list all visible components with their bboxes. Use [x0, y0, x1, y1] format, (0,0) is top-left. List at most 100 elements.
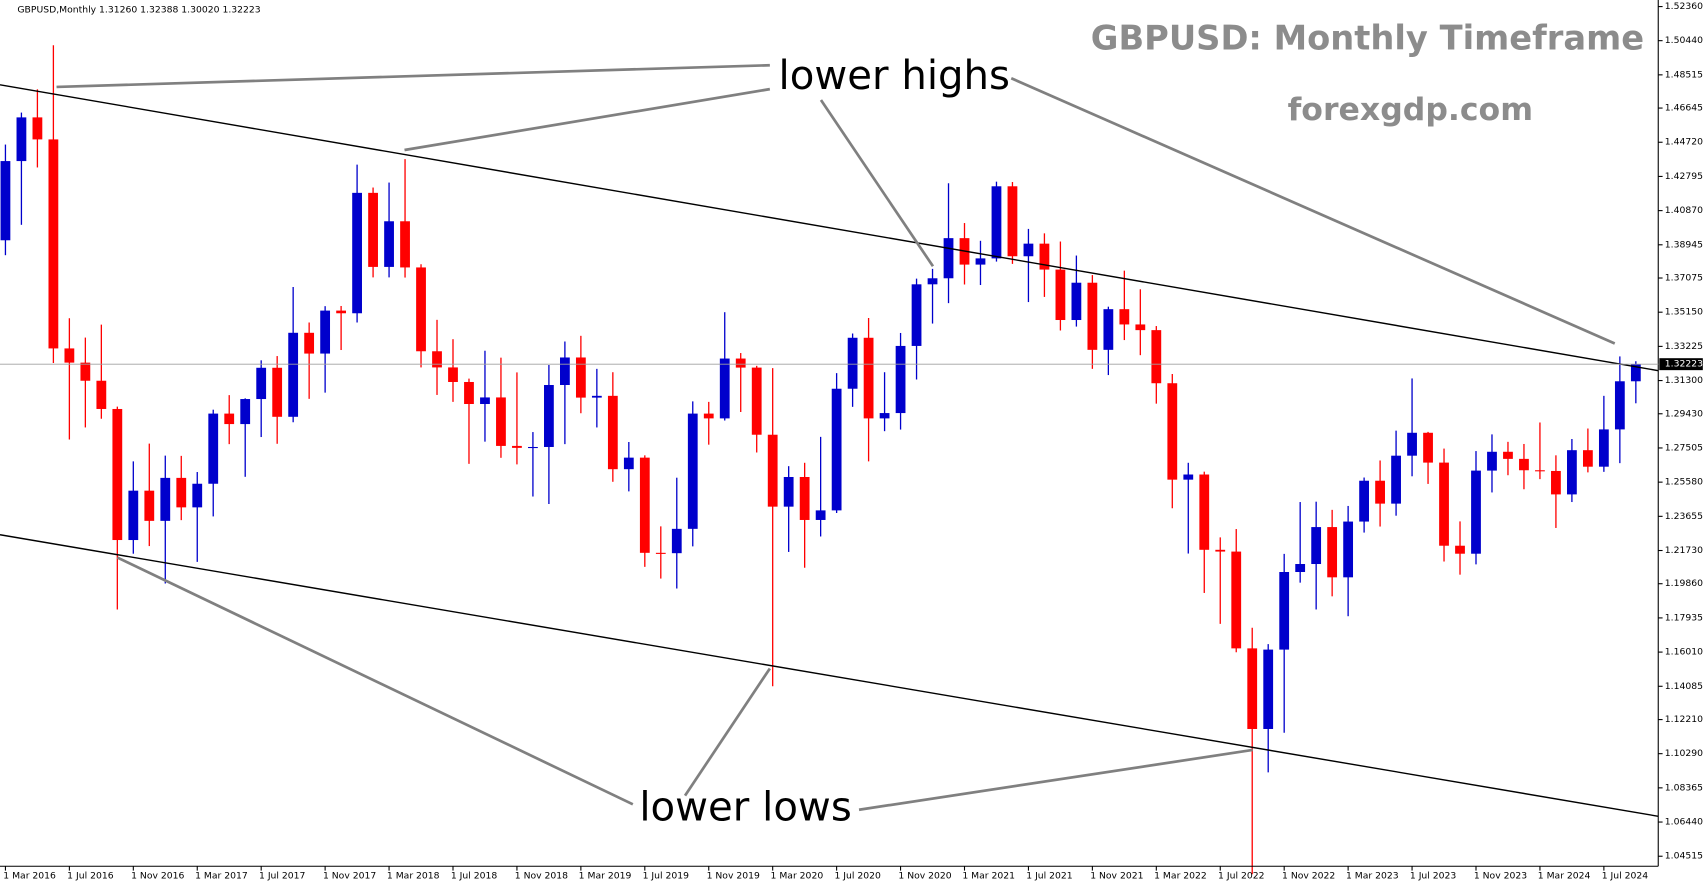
x-tick-label: 1 Mar 2019 [579, 871, 632, 882]
y-tick-label: 1.37075 [1665, 273, 1703, 284]
x-tick-label: 1 Mar 2023 [1346, 871, 1399, 882]
lower-trend-line [0, 534, 1659, 817]
candle-body [879, 413, 890, 419]
candle-body [144, 490, 155, 521]
last-price-label: 1.32223 [1665, 359, 1703, 370]
x-tick-label: 1 Jul 2022 [1218, 871, 1264, 882]
candle-body [464, 381, 474, 405]
candle-body [703, 413, 714, 419]
candle-body [655, 552, 666, 554]
x-tick-label: 1 Nov 2023 [1474, 871, 1527, 882]
candle-body [1151, 330, 1162, 384]
candle-body [368, 192, 378, 267]
x-tick-label: 1 Mar 2017 [195, 871, 248, 882]
candle-body [1231, 551, 1242, 649]
y-tick-label: 1.17935 [1665, 612, 1703, 623]
candle-body [1279, 572, 1290, 650]
candle-body [64, 348, 75, 363]
y-tick-label: 1.14085 [1665, 681, 1703, 692]
candle-body [975, 258, 986, 265]
candle-body [1247, 648, 1258, 729]
candle-body [192, 483, 203, 508]
last-price-box [1659, 358, 1703, 371]
candle-body [687, 413, 698, 529]
candle-body [448, 367, 458, 382]
candle-body [496, 397, 506, 446]
pointer [683, 667, 771, 797]
candle-body [1439, 462, 1449, 546]
candle-body [1007, 186, 1018, 257]
pointer [116, 556, 634, 806]
x-tick-label: 1 Nov 2018 [515, 871, 568, 882]
candle-body [272, 367, 283, 417]
y-tick-label: 1.40870 [1665, 205, 1703, 216]
candle-body [432, 351, 442, 368]
x-tick-label: 1 Nov 2019 [707, 871, 760, 882]
candle-body [480, 397, 490, 405]
candle-body [1407, 432, 1417, 456]
candle-body [1263, 649, 1274, 729]
x-tick-label: 1 Jul 2017 [259, 871, 306, 882]
candle-body [160, 477, 171, 521]
candle-body [1311, 527, 1322, 565]
pointer [858, 748, 1253, 812]
candle-body [1503, 451, 1513, 459]
y-tick-label: 1.04515 [1665, 851, 1703, 862]
chart-header: GBPUSD,Monthly 1.31260 1.32388 1.30020 1… [17, 4, 260, 15]
candle-body [48, 139, 59, 349]
candle-body [1119, 309, 1130, 325]
candle-body [1103, 309, 1114, 350]
candle-body [911, 284, 922, 346]
candle-body [288, 332, 299, 417]
candle-body [1183, 474, 1194, 480]
candle-body [623, 457, 634, 470]
candle-body [544, 385, 554, 447]
annotation: lower highs [779, 53, 1010, 99]
y-tick-label: 1.12210 [1665, 714, 1703, 725]
y-tick-label: 1.35150 [1665, 307, 1703, 318]
candle-body [0, 161, 11, 241]
x-tick-label: 1 Nov 2022 [1282, 871, 1335, 882]
y-tick-label: 1.25580 [1665, 477, 1703, 488]
candle-body [1423, 432, 1433, 463]
candle-body [1487, 451, 1497, 471]
candle-body [767, 434, 778, 507]
candle-body [1167, 383, 1178, 480]
candle-body [1535, 470, 1545, 472]
candle-body [863, 337, 874, 419]
pointer [56, 63, 770, 89]
candle-body [1614, 381, 1625, 430]
candle-body [719, 358, 730, 419]
candle-body [1519, 458, 1529, 471]
candle-body [831, 388, 842, 511]
candle-body [1391, 455, 1401, 504]
y-tick-label: 1.48515 [1665, 69, 1703, 80]
candle-body [224, 413, 235, 425]
y-tick-label: 1.38945 [1665, 239, 1703, 250]
candle-body [1023, 243, 1034, 257]
candle-body [16, 117, 27, 162]
annotation: lower lows [639, 785, 851, 831]
y-tick-label: 1.46645 [1665, 103, 1703, 114]
candle-body [512, 445, 522, 448]
x-tick-label: 1 Nov 2021 [1090, 871, 1143, 882]
candle-body [943, 238, 954, 279]
y-tick-label: 1.06440 [1665, 817, 1703, 828]
y-tick-label: 1.42795 [1665, 171, 1703, 182]
candle-body [991, 186, 1002, 259]
y-tick-label: 1.27505 [1665, 442, 1703, 453]
candle-body [112, 408, 123, 541]
x-tick-label: 1 Nov 2017 [323, 871, 376, 882]
x-tick-label: 1 Mar 2018 [387, 871, 440, 882]
y-tick-label: 1.52360 [1665, 1, 1703, 12]
candle-body [416, 267, 426, 352]
x-tick-label: 1 Nov 2020 [898, 871, 951, 882]
x-tick-label: 1 Mar 2022 [1154, 871, 1207, 882]
candle-body [639, 457, 650, 553]
candle-body [1455, 545, 1465, 554]
candle-body [1343, 521, 1354, 578]
pointer [1010, 77, 1616, 345]
chart-subtitle: forexgdp.com [1288, 92, 1533, 128]
